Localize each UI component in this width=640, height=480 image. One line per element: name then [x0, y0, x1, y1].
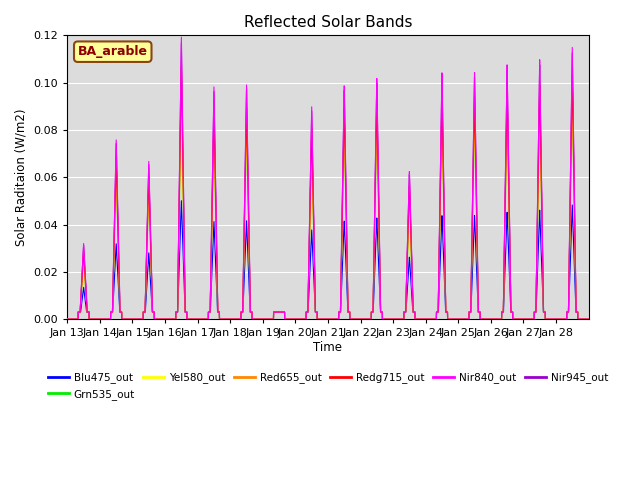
Title: Reflected Solar Bands: Reflected Solar Bands	[244, 15, 412, 30]
X-axis label: Time: Time	[314, 341, 342, 354]
Legend: Blu475_out, Grn535_out, Yel580_out, Red655_out, Redg715_out, Nir840_out, Nir945_: Blu475_out, Grn535_out, Yel580_out, Red6…	[44, 368, 612, 404]
Text: BA_arable: BA_arable	[77, 45, 148, 58]
Y-axis label: Solar Raditaion (W/m2): Solar Raditaion (W/m2)	[15, 108, 28, 246]
